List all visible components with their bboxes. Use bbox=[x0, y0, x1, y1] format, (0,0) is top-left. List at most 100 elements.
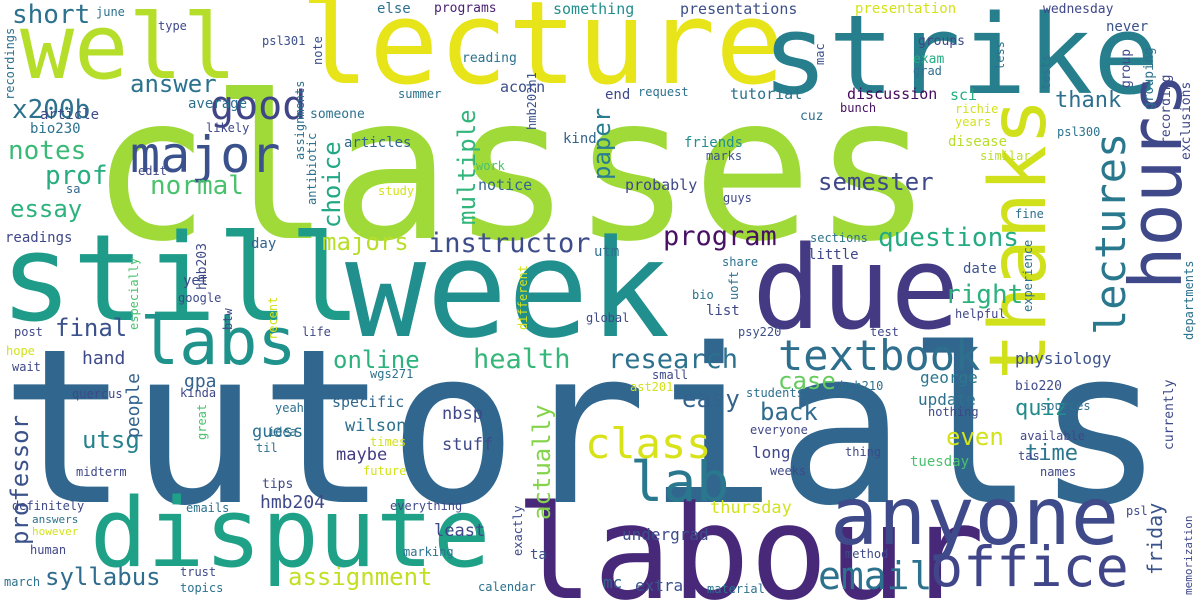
word-bio220: bio220 bbox=[1015, 379, 1062, 394]
word-everything: everything bbox=[390, 499, 463, 513]
word-tas: tas bbox=[1018, 449, 1040, 463]
word-exclusions: exclusions bbox=[1179, 81, 1194, 160]
word-little: little bbox=[808, 247, 859, 263]
word-lecture: lecture bbox=[300, 0, 785, 111]
word-edit: edit bbox=[138, 164, 167, 178]
word-grad: grad bbox=[913, 64, 942, 78]
word-tuesday: tuesday bbox=[910, 454, 970, 470]
word-day: day bbox=[251, 236, 277, 252]
word-articles: articles bbox=[344, 135, 412, 151]
word-assignment: assignment bbox=[288, 563, 433, 591]
word-someone: someone bbox=[310, 107, 365, 122]
word-times: times bbox=[370, 435, 407, 449]
word-professor: professor bbox=[6, 414, 34, 545]
word-thing: thing bbox=[845, 445, 882, 459]
word-right: right bbox=[945, 280, 1024, 310]
word-helpful: helpful bbox=[955, 307, 1006, 321]
word-mac: mac bbox=[813, 43, 827, 65]
word-essay: essay bbox=[10, 195, 83, 223]
word-majors: majors bbox=[322, 228, 409, 256]
word-group: group bbox=[1119, 48, 1134, 88]
word-dispute: dispute bbox=[90, 479, 491, 589]
word-type: type bbox=[158, 19, 187, 33]
word-tutorials: tutorials bbox=[0, 302, 1165, 553]
word-short: short bbox=[12, 0, 91, 30]
word-hmb202h1: hmb202h1 bbox=[525, 72, 539, 130]
word-people: people bbox=[123, 372, 144, 438]
word-ast201: ast201 bbox=[630, 380, 674, 394]
word-calendar: calendar bbox=[478, 580, 536, 594]
word-online: online bbox=[333, 346, 420, 374]
word-week: week bbox=[345, 211, 671, 368]
word-average: average bbox=[188, 96, 248, 112]
word-similar: similar bbox=[980, 149, 1031, 163]
word-friday: friday bbox=[1143, 502, 1167, 575]
word-questions: questions bbox=[878, 223, 1019, 253]
word-work: work bbox=[476, 159, 505, 173]
word-idea: idea bbox=[268, 425, 297, 439]
word-well: well bbox=[20, 0, 237, 100]
word-students: students bbox=[746, 386, 804, 400]
word-thank: thank bbox=[1055, 88, 1122, 113]
word-notice: notice bbox=[478, 176, 533, 194]
word-method: method bbox=[845, 547, 889, 561]
word-great: great bbox=[195, 403, 209, 440]
word-uoft: uoft bbox=[727, 271, 741, 300]
word-trust: trust bbox=[180, 565, 217, 579]
word-notes: notes bbox=[8, 136, 87, 166]
word-recording: recording bbox=[1159, 74, 1174, 145]
word-hope: hope bbox=[6, 344, 35, 358]
word-else: else bbox=[377, 1, 411, 17]
word-bunch: bunch bbox=[840, 101, 877, 115]
word-june: june bbox=[96, 5, 125, 19]
word-list: list bbox=[706, 303, 740, 319]
word-quercus: quercus bbox=[72, 387, 123, 401]
word-mc: mc bbox=[603, 573, 623, 592]
word-lectures: lectures bbox=[1086, 132, 1135, 335]
word-prof: prof bbox=[45, 161, 108, 191]
word-ta: ta bbox=[530, 547, 547, 563]
word-email: email bbox=[818, 554, 933, 598]
word-hand: hand bbox=[82, 348, 126, 369]
word-thursday: thursday bbox=[710, 498, 792, 518]
word-physiology: physiology bbox=[1015, 349, 1112, 368]
word-programs: programs bbox=[434, 1, 497, 16]
word-textbook: textbook bbox=[778, 331, 981, 380]
word-groups: groups bbox=[918, 34, 965, 49]
word-quiz: quiz bbox=[1015, 396, 1068, 421]
word-strike: strike bbox=[762, 0, 1160, 119]
word-yet: yet bbox=[183, 273, 209, 289]
word-presentation: presentation bbox=[855, 1, 957, 17]
word-stuff: stuff bbox=[442, 435, 494, 455]
word-kind: kind bbox=[563, 131, 597, 147]
word-psl300: psl300 bbox=[1057, 125, 1101, 139]
word-future: future bbox=[363, 464, 407, 478]
word-bch210: bch210 bbox=[840, 379, 884, 393]
word-currently: currently bbox=[1162, 379, 1177, 450]
word-tests: tests bbox=[1039, 53, 1053, 90]
word-article: article bbox=[40, 107, 100, 123]
word-recordings: recordings bbox=[3, 27, 17, 100]
word-til: til bbox=[256, 441, 278, 455]
word-material: material bbox=[707, 582, 765, 596]
word-back: back bbox=[760, 398, 818, 426]
word-due: due bbox=[752, 222, 960, 356]
word-george: george bbox=[920, 368, 978, 387]
word-wgs271: wgs271 bbox=[370, 367, 414, 381]
word-easy: easy bbox=[682, 385, 740, 413]
word-emails: emails bbox=[186, 501, 230, 515]
word-names: names bbox=[1040, 465, 1077, 479]
word-major: major bbox=[130, 126, 281, 184]
word-syllabus: syllabus bbox=[45, 563, 161, 591]
word-research: research bbox=[608, 344, 739, 375]
word-something: something bbox=[553, 0, 635, 18]
word-less: less bbox=[993, 41, 1007, 70]
word-exactly: exactly bbox=[511, 505, 525, 556]
word-kinda: kinda bbox=[180, 386, 217, 400]
word-small: small bbox=[652, 368, 689, 382]
word-psl301: psl301 bbox=[262, 34, 306, 48]
word-especially: especially bbox=[127, 257, 141, 330]
word-maybe: maybe bbox=[336, 445, 388, 465]
word-marks: marks bbox=[706, 149, 743, 163]
